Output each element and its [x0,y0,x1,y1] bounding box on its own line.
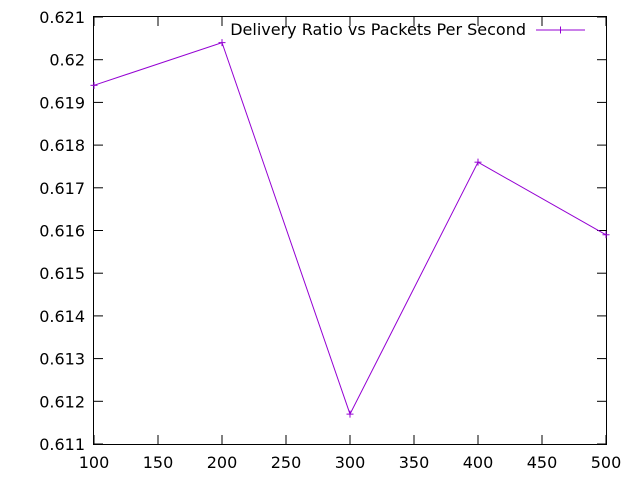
series-line [93,41,607,416]
x-tick-label: 250 [271,453,302,472]
x-tick-label: 300 [335,453,366,472]
data-point [602,231,610,239]
y-tick-label: 0.621 [39,8,85,27]
x-axis: 100 150 200 250 300 350 400 450 500 [79,17,622,472]
legend-marker [557,26,564,34]
y-tick-label: 0.619 [39,93,85,112]
data-point [218,39,226,47]
data-point [90,81,98,89]
y-tick-label: 0.616 [39,222,85,241]
y-tick-label: 0.617 [39,179,85,198]
legend-label: Delivery Ratio vs Packets Per Second [230,20,526,39]
x-tick-label: 200 [207,453,238,472]
legend: Delivery Ratio vs Packets Per Second [230,20,585,39]
y-tick-label: 0.618 [39,136,85,155]
x-tick-label: 450 [527,453,558,472]
y-tick-label: 0.62 [49,51,85,70]
y-tick-label: 0.615 [39,264,85,283]
x-tick-label: 150 [143,453,174,472]
x-tick-label: 100 [79,453,110,472]
y-tick-label: 0.612 [39,392,85,411]
x-tick-label: 350 [399,453,430,472]
data-point [346,410,354,418]
data-point [474,158,482,166]
y-tick-label: 0.611 [39,435,85,454]
x-tick-label: 500 [591,453,622,472]
y-tick-label: 0.614 [39,307,85,326]
y-axis: 0.611 0.612 0.613 0.614 0.615 0.616 0.617 0.618… [39,8,606,454]
x-tick-label: 400 [463,453,494,472]
series-layer [90,39,610,418]
y-tick-label: 0.613 [39,350,85,369]
plot-frame [93,16,607,445]
